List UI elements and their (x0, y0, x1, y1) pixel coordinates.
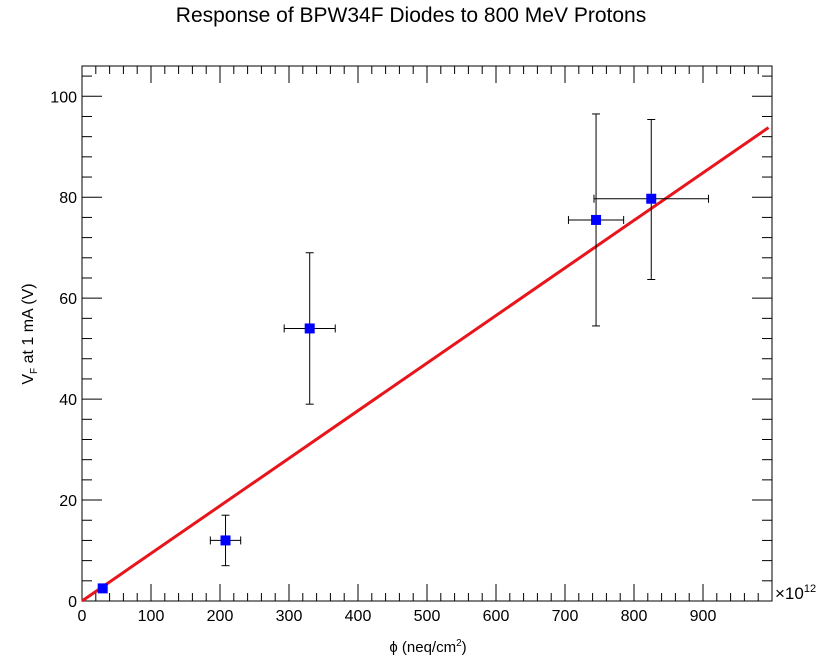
x-tick-label: 400 (345, 608, 372, 625)
marker-layer (97, 193, 657, 594)
y-tick-label: 20 (59, 493, 77, 510)
y-tick-label: 0 (68, 594, 77, 611)
y-tick-label: 40 (59, 392, 77, 409)
x-tick-label: 0 (78, 608, 87, 625)
data-point-marker (591, 214, 602, 225)
x-tick-label: 200 (207, 608, 234, 625)
data-point-marker (97, 583, 108, 594)
x-tick-label: 600 (483, 608, 510, 625)
errorbar-layer (98, 113, 710, 593)
data-point-marker (646, 193, 657, 204)
x-axis-ticks: 0 100 200 300 400 500 600 700 800 900 (78, 66, 759, 625)
data-point-marker (220, 535, 231, 546)
data-point-marker (304, 323, 315, 334)
y-tick-label: 60 (59, 291, 77, 308)
fit-line (81, 126, 770, 603)
y-tick-label: 80 (59, 190, 77, 207)
x-tick-label: 800 (621, 608, 648, 625)
y-tick-label: 100 (50, 89, 77, 106)
x-tick-label: 300 (276, 608, 303, 625)
chart-title: Response of BPW34F Diodes to 800 MeV Pro… (175, 4, 647, 27)
x-axis-label: ϕ (neq/cm2) (389, 638, 466, 656)
y-axis-ticks: 0 20 40 60 80 100 (50, 75, 772, 611)
plot-frame (81, 65, 773, 602)
x-tick-label: 500 (414, 608, 441, 625)
x-tick-label: 700 (552, 608, 579, 625)
x-tick-label: 900 (690, 608, 717, 625)
x-multiplier-label: ×1012 (775, 583, 816, 603)
x-tick-label: 100 (138, 608, 165, 625)
y-axis-label: VF at 1 mA (V) (20, 283, 40, 384)
fit-layer (81, 126, 770, 603)
